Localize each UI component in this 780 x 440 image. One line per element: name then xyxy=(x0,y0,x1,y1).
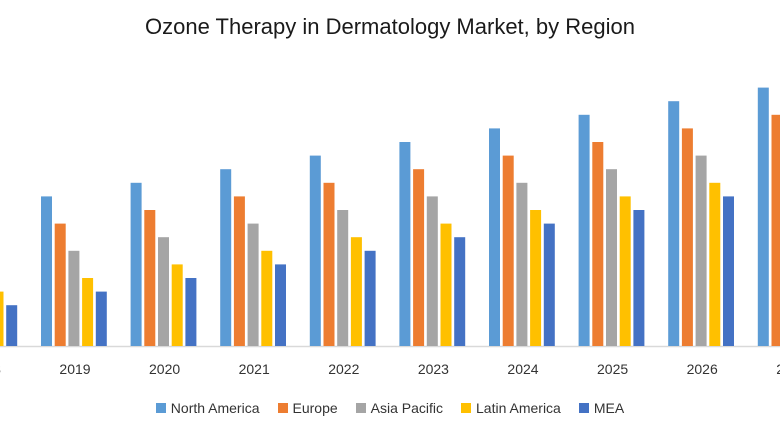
bar-mea-2019 xyxy=(95,291,107,346)
x-tick-label: 2020 xyxy=(149,361,180,377)
bar-asia-pacific-2026 xyxy=(695,155,707,346)
legend-label: North America xyxy=(170,400,260,416)
bar-europe-2020 xyxy=(144,210,156,346)
bar-north-america-2019 xyxy=(41,196,52,346)
legend-label: Latin America xyxy=(476,400,561,416)
x-tick-label: 2018 xyxy=(0,361,1,377)
bar-europe-2026 xyxy=(681,128,693,346)
bar-asia-pacific-2024 xyxy=(516,182,528,346)
legend-item: MEA xyxy=(578,400,625,416)
bar-mea-2020 xyxy=(185,278,197,346)
legend-swatch xyxy=(355,403,366,413)
bar-asia-pacific-2019 xyxy=(68,250,80,346)
bar-mea-2018 xyxy=(6,305,18,346)
bar-latin-america-2024 xyxy=(530,210,542,346)
bar-latin-america-2019 xyxy=(82,278,94,346)
chart-title: Ozone Therapy in Dermatology Market, by … xyxy=(145,14,635,39)
legend-item: Europe xyxy=(277,400,338,416)
legend-swatch xyxy=(578,403,589,413)
bar-mea-2024 xyxy=(543,223,555,346)
bar-asia-pacific-2025 xyxy=(606,169,617,346)
x-tick-label: 2021 xyxy=(239,361,270,377)
bar-latin-america-2023 xyxy=(440,223,452,346)
bar-north-america-2027 xyxy=(757,87,769,346)
bar-latin-america-2020 xyxy=(171,264,183,346)
legend-item: Asia Pacific xyxy=(355,400,444,416)
bar-europe-2023 xyxy=(413,169,425,346)
bar-mea-2025 xyxy=(633,210,645,346)
legend-swatch xyxy=(277,403,288,413)
x-tick-label: 2023 xyxy=(418,361,449,377)
bar-europe-2024 xyxy=(502,155,514,346)
bar-latin-america-2021 xyxy=(261,250,273,346)
bar-mea-2021 xyxy=(275,264,286,346)
bar-mea-2023 xyxy=(454,237,466,346)
bar-north-america-2020 xyxy=(130,182,142,346)
legend-swatch xyxy=(461,403,472,413)
bar-north-america-2026 xyxy=(668,101,680,346)
bar-latin-america-2022 xyxy=(350,237,362,346)
bar-north-america-2022 xyxy=(309,155,321,346)
bar-mea-2022 xyxy=(364,250,376,346)
bar-north-america-2023 xyxy=(399,142,411,346)
bar-asia-pacific-2020 xyxy=(158,237,169,346)
bar-europe-2025 xyxy=(592,142,604,346)
bar-europe-2027 xyxy=(771,114,780,346)
legend-swatch xyxy=(155,403,166,413)
bar-asia-pacific-2023 xyxy=(426,196,438,346)
x-tick-label: 2024 xyxy=(507,361,538,377)
bar-north-america-2021 xyxy=(220,169,232,346)
bar-europe-2022 xyxy=(323,182,335,346)
legend-label: Asia Pacific xyxy=(370,400,444,416)
bar-north-america-2025 xyxy=(578,114,590,346)
bar-europe-2021 xyxy=(233,196,245,346)
bar-latin-america-2018 xyxy=(0,291,4,346)
x-tick-label: 2026 xyxy=(687,361,718,377)
x-tick-label: 2022 xyxy=(328,361,359,377)
bar-latin-america-2026 xyxy=(709,182,721,346)
bar-north-america-2024 xyxy=(489,128,500,346)
legend-item: Latin America xyxy=(461,400,561,416)
bar-asia-pacific-2022 xyxy=(337,210,349,346)
bar-mea-2026 xyxy=(723,196,734,346)
legend-item: North America xyxy=(155,400,260,416)
legend: North America Europe Asia Pacific Latin Ame… xyxy=(0,400,780,416)
x-tick-label: 2019 xyxy=(59,361,90,377)
x-tick-label: 2027 xyxy=(776,361,780,377)
bar-latin-america-2025 xyxy=(619,196,631,346)
bar-europe-2019 xyxy=(54,223,66,346)
legend-label: Europe xyxy=(292,400,338,416)
bar-asia-pacific-2021 xyxy=(247,223,259,346)
legend-label: MEA xyxy=(593,400,625,416)
x-tick-label: 2025 xyxy=(597,361,628,377)
